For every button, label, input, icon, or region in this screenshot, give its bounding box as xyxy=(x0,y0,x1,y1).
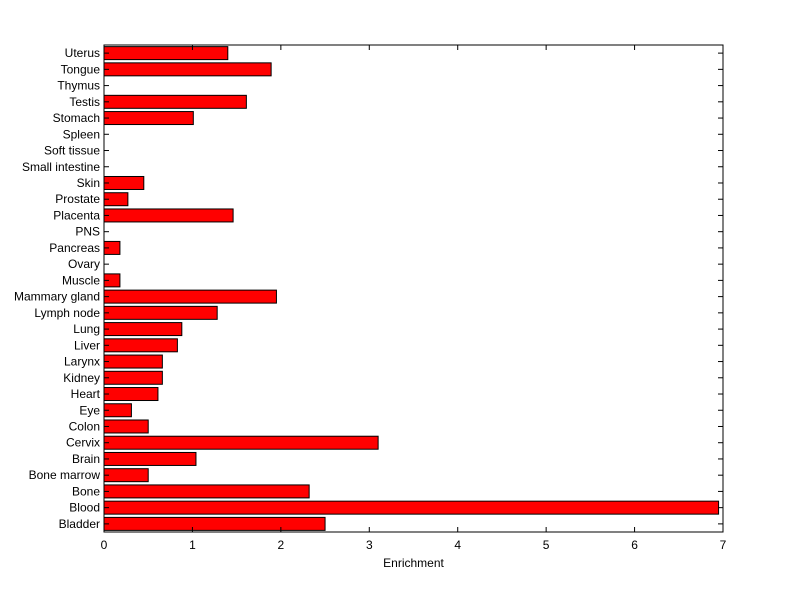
bar-brain xyxy=(103,451,197,466)
category-label: Thymus xyxy=(57,79,100,93)
category-label: Prostate xyxy=(55,192,100,206)
category-label: Blood xyxy=(69,501,100,515)
bar-bladder xyxy=(103,516,326,531)
category-label: Colon xyxy=(69,419,100,433)
bar-colon xyxy=(103,419,149,434)
category-label: Liver xyxy=(74,338,100,352)
ticks-group xyxy=(103,45,724,532)
bar-stomach xyxy=(103,111,194,126)
category-label: Brain xyxy=(72,452,100,466)
bar-kidney xyxy=(103,370,163,385)
category-label: Lymph node xyxy=(34,306,100,320)
bar-cervix xyxy=(103,435,379,450)
category-label: Placenta xyxy=(53,208,100,222)
bar-mammary-gland xyxy=(103,289,277,304)
category-label: Muscle xyxy=(62,273,100,287)
x-tick-label: 5 xyxy=(543,538,550,552)
bar-lymph-node xyxy=(103,305,218,320)
category-label: PNS xyxy=(75,225,100,239)
category-label: Testis xyxy=(69,95,100,109)
bars-group xyxy=(103,46,720,531)
bar-blood xyxy=(103,500,720,515)
bar-skin xyxy=(103,175,145,190)
bar-bone-marrow xyxy=(103,468,149,483)
bar-uterus xyxy=(103,46,229,61)
category-label: Stomach xyxy=(53,111,100,125)
category-label: Uterus xyxy=(65,46,100,60)
category-label: Bone marrow xyxy=(29,468,101,482)
bar-liver xyxy=(103,338,178,353)
x-tick-label: 7 xyxy=(720,538,727,552)
category-label: Bone xyxy=(72,484,100,498)
x-tick-label: 2 xyxy=(278,538,285,552)
bar-bone xyxy=(103,484,310,499)
category-label: Pancreas xyxy=(49,241,100,255)
category-label: Spleen xyxy=(63,127,100,141)
category-label: Tongue xyxy=(61,62,101,76)
category-label: Skin xyxy=(77,176,100,190)
category-label: Soft tissue xyxy=(44,144,100,158)
x-tick-label: 6 xyxy=(631,538,638,552)
category-label: Mammary gland xyxy=(14,290,100,304)
category-label: Small intestine xyxy=(22,160,100,174)
x-tick-label: 1 xyxy=(189,538,196,552)
bar-testis xyxy=(103,94,247,109)
category-label: Larynx xyxy=(64,355,100,369)
category-label: Heart xyxy=(71,387,101,401)
category-label: Cervix xyxy=(66,436,100,450)
x-tick-label: 0 xyxy=(101,538,108,552)
plot-frame xyxy=(103,44,724,533)
x-tick-label: 3 xyxy=(366,538,373,552)
bar-lung xyxy=(103,322,183,337)
bar-heart xyxy=(103,387,159,402)
category-labels: Bladder Blood Bone Bone marrow Brain Cervix Co… xyxy=(14,46,101,531)
category-label: Eye xyxy=(79,403,100,417)
bar-tongue xyxy=(103,62,272,77)
bar-larynx xyxy=(103,354,163,369)
category-label: Lung xyxy=(73,322,100,336)
x-tick-labels: 0 1 2 3 4 5 6 7 xyxy=(101,538,727,552)
bar-placenta xyxy=(103,208,234,223)
category-label: Bladder xyxy=(59,517,100,531)
category-label: Ovary xyxy=(68,257,100,271)
x-axis-label: Enrichment xyxy=(383,556,444,570)
x-tick-label: 4 xyxy=(454,538,461,552)
category-label: Kidney xyxy=(63,371,100,385)
